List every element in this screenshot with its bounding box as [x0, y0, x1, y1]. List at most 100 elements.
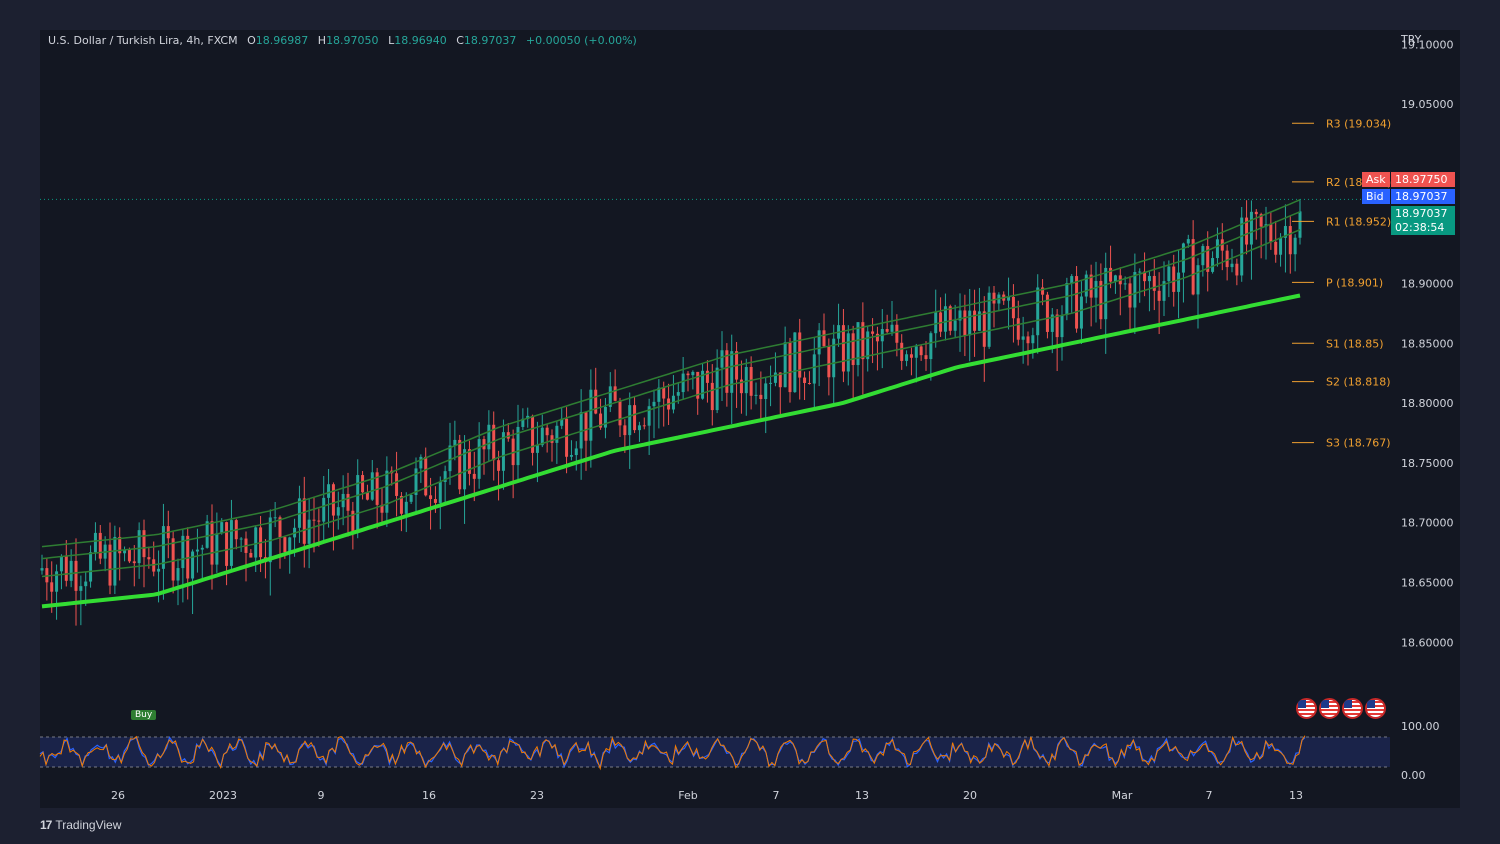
x-tick-label: 7 — [773, 789, 780, 802]
us-flag-icon[interactable] — [1365, 698, 1386, 719]
candle-body — [977, 311, 981, 331]
candle-body — [1152, 275, 1156, 291]
candle-body — [482, 439, 486, 450]
candle-body — [467, 449, 471, 474]
candle-body — [895, 324, 899, 343]
candle-body — [1060, 314, 1064, 338]
candle-body — [79, 586, 83, 591]
us-flag-icon[interactable] — [1296, 698, 1317, 719]
candle-body — [317, 520, 321, 522]
candle-body — [278, 517, 282, 538]
high-value: 18.97050 — [326, 34, 379, 47]
candle-body — [1070, 276, 1074, 284]
candle-body — [705, 370, 709, 383]
candle-body — [1196, 265, 1200, 295]
candle-body — [1298, 211, 1302, 238]
candle-body — [215, 533, 219, 565]
candle-body — [229, 520, 233, 566]
candle-body — [769, 382, 773, 384]
candle-body — [322, 497, 326, 522]
candle-body — [1113, 275, 1117, 282]
candle-body — [822, 330, 826, 347]
candle-body — [890, 324, 894, 332]
candle-body — [74, 560, 78, 591]
y-tick-label: 18.75000 — [1401, 457, 1454, 470]
candle-body — [730, 351, 734, 393]
candle-body — [599, 413, 603, 428]
candle-body — [1254, 211, 1258, 215]
candle-body — [1021, 336, 1025, 340]
candle-body — [841, 325, 845, 372]
candle-body — [1240, 217, 1244, 276]
candle-body — [157, 568, 161, 572]
candle-body — [798, 332, 802, 378]
ema-slow-line — [41, 293, 1301, 609]
candle-body — [652, 401, 656, 407]
candle-body — [69, 560, 73, 581]
candle-body — [676, 392, 680, 396]
candle-body — [846, 333, 850, 372]
candle-body — [1041, 287, 1045, 295]
candle-body — [307, 519, 311, 544]
candle-body — [385, 470, 389, 513]
candle-body — [531, 415, 535, 453]
candle-body — [429, 495, 433, 500]
candle-body — [861, 322, 865, 360]
candle-body — [1167, 266, 1171, 282]
y-tick-label: 19.10000 — [1401, 38, 1454, 51]
candle-body — [1123, 283, 1127, 285]
candle-body — [633, 405, 637, 431]
candle-body — [565, 418, 569, 457]
candle-body — [1191, 239, 1195, 295]
rsi-signal-line — [39, 735, 1306, 771]
close-value: 18.97037 — [463, 34, 517, 47]
candle-body — [1065, 283, 1069, 315]
candle-body — [327, 484, 331, 498]
candle-body — [1007, 296, 1011, 301]
candle-body — [817, 330, 821, 355]
candle-body — [550, 435, 554, 443]
tradingview-logo[interactable]: 17 TradingView — [40, 818, 122, 832]
candle-body — [594, 389, 598, 414]
candle-body — [749, 367, 753, 396]
candle-body — [759, 394, 763, 400]
candle-body — [929, 333, 933, 360]
candle-body — [59, 556, 63, 572]
x-tick-label: 2023 — [209, 789, 237, 802]
candle-body — [856, 322, 860, 366]
candle-body — [827, 346, 831, 378]
candle-body — [448, 445, 452, 472]
candle-body — [958, 310, 962, 321]
economic-events[interactable] — [1296, 698, 1386, 719]
candle-body — [55, 571, 59, 592]
y-tick-label: 18.85000 — [1401, 337, 1454, 350]
candle-body — [1143, 271, 1147, 282]
us-flag-icon[interactable] — [1342, 698, 1363, 719]
candle-body — [963, 310, 967, 336]
x-tick-label: Feb — [678, 789, 697, 802]
y-tick-label: 19.05000 — [1401, 98, 1454, 111]
candle-body — [1079, 296, 1083, 329]
y-tick-label: 18.80000 — [1401, 397, 1454, 410]
candle-body — [662, 387, 666, 399]
us-flag-icon[interactable] — [1319, 698, 1340, 719]
candle-body — [409, 495, 413, 502]
candle-body — [181, 535, 185, 569]
y-tick-label: 18.90000 — [1401, 278, 1454, 291]
candle-body — [176, 568, 180, 581]
candle-body — [526, 415, 530, 419]
candle-body — [1288, 226, 1292, 255]
rsi-axis-bottom: 0.00 — [1401, 769, 1426, 782]
candle-body — [1104, 267, 1108, 320]
candle-body — [628, 405, 632, 436]
candle-body — [1230, 263, 1234, 268]
candle-body — [1157, 290, 1161, 301]
x-tick-label: 13 — [1289, 789, 1303, 802]
pivot-level-label: R1 (18.952) — [1326, 215, 1391, 228]
candle-body — [875, 333, 879, 342]
ema-fast-line — [41, 199, 1301, 548]
candle-body — [365, 492, 369, 500]
candle-body — [171, 538, 175, 581]
